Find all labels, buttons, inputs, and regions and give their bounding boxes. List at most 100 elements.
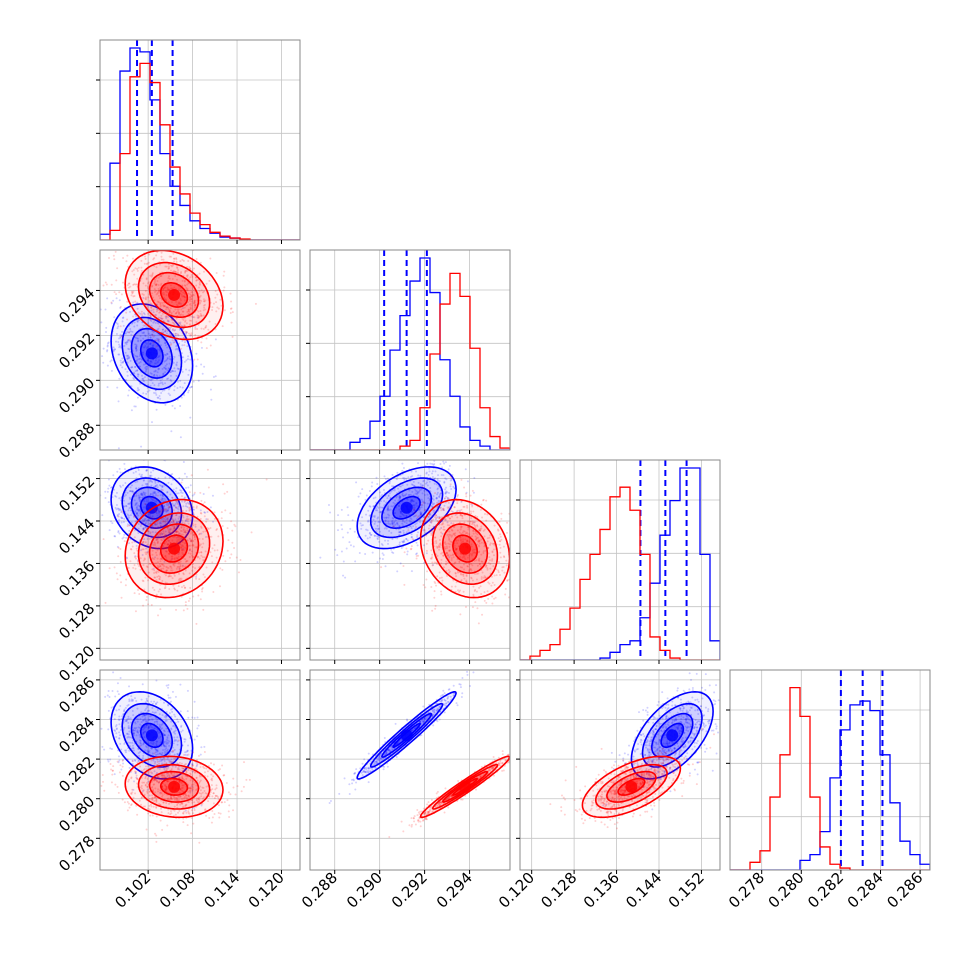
scatter-point — [405, 537, 408, 540]
scatter-point — [174, 506, 177, 509]
scatter-point — [121, 366, 124, 369]
scatter-point — [151, 742, 154, 745]
scatter-point — [163, 517, 166, 520]
scatter-point — [463, 530, 466, 533]
scatter-point — [189, 349, 192, 352]
scatter-point — [154, 760, 157, 763]
scatter-point — [137, 759, 140, 762]
scatter-point — [194, 303, 197, 306]
scatter-point — [200, 746, 203, 749]
scatter-point — [162, 291, 165, 294]
scatter-point — [193, 493, 196, 496]
scatter-point — [183, 531, 186, 534]
scatter-point — [499, 551, 502, 554]
scatter-point — [167, 739, 170, 742]
scatter-point — [499, 533, 502, 536]
scatter-point — [165, 565, 168, 568]
scatter-point — [329, 511, 332, 514]
scatter-point — [165, 741, 168, 744]
scatter-point — [375, 530, 378, 533]
scatter-point — [199, 512, 202, 515]
scatter-point — [144, 505, 147, 508]
scatter-point — [131, 759, 134, 762]
scatter-point — [441, 532, 444, 535]
scatter-point — [206, 535, 209, 538]
scatter-point — [407, 476, 410, 479]
scatter-point — [128, 542, 131, 545]
scatter-point — [154, 370, 157, 373]
scatter-point — [160, 317, 163, 320]
scatter-point — [174, 312, 177, 315]
scatter-point — [132, 729, 135, 732]
scatter-point — [179, 385, 182, 388]
scatter-point — [154, 523, 157, 526]
scatter-point — [465, 531, 468, 534]
scatter-point — [426, 570, 429, 573]
scatter-point — [149, 492, 152, 495]
scatter-point — [164, 341, 167, 344]
scatter-point — [119, 364, 122, 367]
scatter-point — [146, 365, 149, 368]
scatter-point — [141, 331, 144, 334]
scatter-point — [138, 362, 141, 365]
scatter-point — [401, 522, 404, 525]
scatter-point — [133, 563, 136, 566]
scatter-point — [106, 342, 109, 345]
scatter-point — [449, 554, 452, 557]
scatter-point — [183, 324, 186, 327]
scatter-point — [141, 377, 144, 380]
scatter-point — [142, 754, 145, 757]
scatter-point — [129, 339, 132, 342]
scatter-point — [173, 385, 176, 388]
scatter-point — [409, 475, 412, 478]
scatter-point — [187, 544, 190, 547]
scatter-point — [425, 471, 428, 474]
scatter-point — [446, 521, 449, 524]
scatter-point — [187, 310, 190, 313]
scatter-point — [215, 556, 218, 559]
scatter-point — [388, 529, 391, 532]
scatter-point — [492, 565, 495, 568]
scatter-point — [95, 710, 97, 712]
scatter-point — [409, 493, 412, 496]
scatter-point — [420, 503, 423, 506]
scatter-point — [136, 508, 139, 511]
scatter-point — [423, 529, 426, 532]
scatter-point — [195, 365, 198, 368]
scatter-point — [118, 346, 121, 349]
scatter-point — [126, 300, 129, 303]
scatter-point — [147, 780, 150, 783]
scatter-point — [447, 554, 450, 557]
scatter-point — [377, 528, 380, 531]
scatter-point — [119, 325, 122, 328]
scatter-point — [176, 762, 179, 765]
scatter-point — [178, 540, 181, 543]
scatter-point — [185, 536, 188, 539]
scatter-point — [135, 315, 138, 318]
scatter-point — [166, 516, 169, 519]
scatter-point — [136, 563, 139, 566]
scatter-point — [471, 520, 474, 523]
scatter-point — [120, 521, 123, 524]
scatter-point — [127, 735, 130, 738]
scatter-point — [351, 519, 354, 522]
scatter-point — [153, 290, 156, 293]
scatter-point — [161, 509, 164, 512]
scatter-point — [123, 742, 126, 745]
scatter-point — [478, 586, 481, 589]
scatter-point — [148, 718, 151, 721]
scatter-point — [168, 309, 171, 312]
scatter-point — [452, 556, 455, 559]
scatter-point — [129, 490, 132, 493]
scatter-point — [136, 320, 139, 323]
scatter-point — [173, 389, 176, 392]
scatter-point — [388, 482, 391, 485]
axes-frame — [99, 459, 301, 661]
scatter-point — [457, 539, 460, 542]
scatter-point — [168, 529, 171, 532]
scatter-point — [265, 478, 268, 481]
scatter-point — [391, 522, 394, 525]
scatter-point — [450, 478, 453, 481]
scatter-point — [433, 502, 436, 505]
scatter-point — [165, 503, 168, 506]
